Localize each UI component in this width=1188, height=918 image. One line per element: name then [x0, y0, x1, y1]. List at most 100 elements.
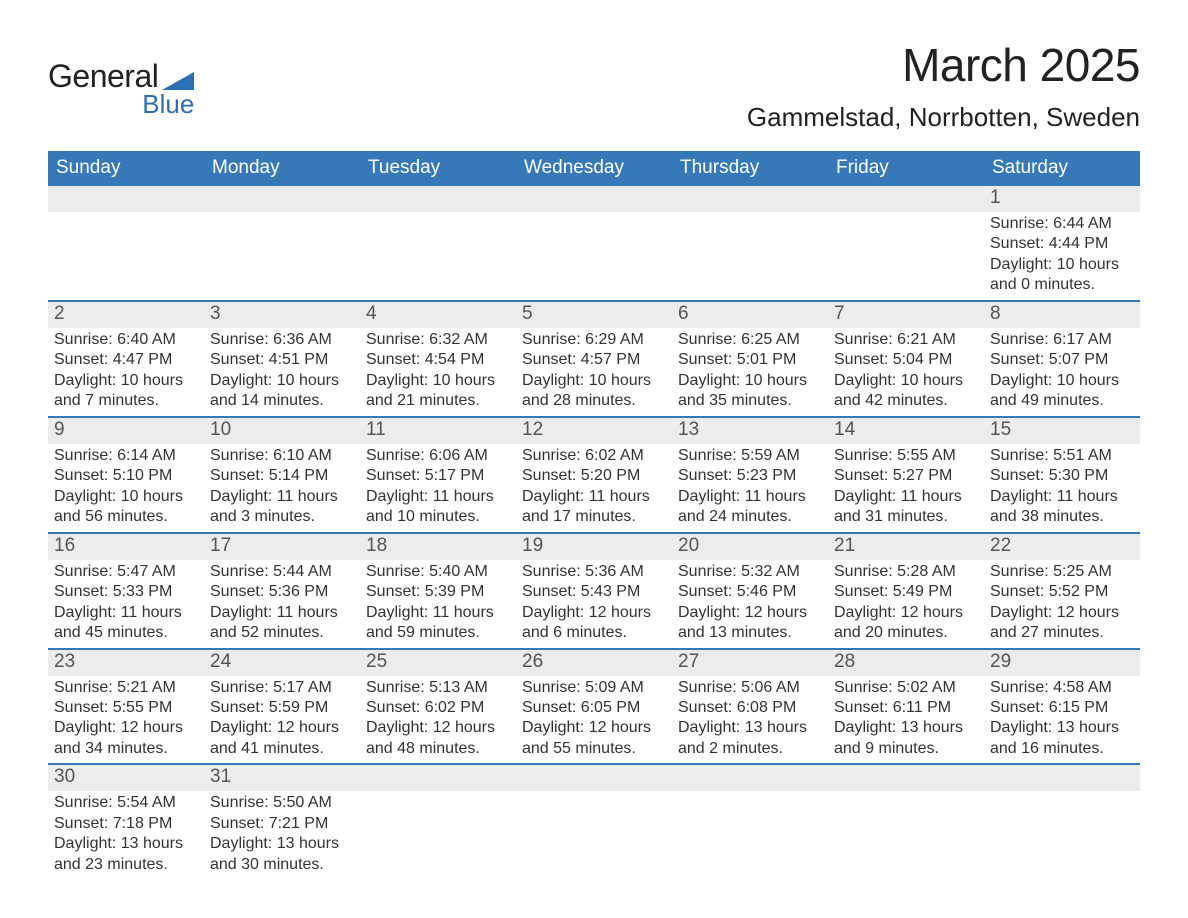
day-details: Sunrise: 6:29 AMSunset: 4:57 PMDaylight:… — [516, 328, 672, 416]
day2-text: and 41 minutes. — [210, 739, 354, 759]
day-number: 7 — [828, 302, 984, 328]
day-number — [672, 765, 828, 791]
day-number: 12 — [516, 418, 672, 444]
calendar-cell: 12Sunrise: 6:02 AMSunset: 5:20 PMDayligh… — [516, 418, 672, 532]
calendar-cell: 1Sunrise: 6:44 AMSunset: 4:44 PMDaylight… — [984, 186, 1140, 300]
sunset-text: Sunset: 5:49 PM — [834, 582, 978, 602]
day-details: Sunrise: 5:17 AMSunset: 5:59 PMDaylight:… — [204, 676, 360, 764]
day2-text: and 27 minutes. — [990, 623, 1134, 643]
calendar-cell: 20Sunrise: 5:32 AMSunset: 5:46 PMDayligh… — [672, 534, 828, 648]
calendar-cell — [516, 186, 672, 300]
day-details: Sunrise: 6:02 AMSunset: 5:20 PMDaylight:… — [516, 444, 672, 532]
calendar-cell: 2Sunrise: 6:40 AMSunset: 4:47 PMDaylight… — [48, 302, 204, 416]
day-details — [828, 212, 984, 286]
dayheader: Saturday — [984, 151, 1140, 186]
day2-text: and 23 minutes. — [54, 855, 198, 875]
day-details — [516, 212, 672, 286]
sunset-text: Sunset: 6:11 PM — [834, 698, 978, 718]
sunset-text: Sunset: 5:55 PM — [54, 698, 198, 718]
day-number: 4 — [360, 302, 516, 328]
sunset-text: Sunset: 5:33 PM — [54, 582, 198, 602]
day-number — [828, 765, 984, 791]
day-number — [48, 186, 204, 212]
calendar-cell — [204, 186, 360, 300]
day2-text: and 59 minutes. — [366, 623, 510, 643]
day1-text: Daylight: 11 hours — [54, 603, 198, 623]
day2-text: and 21 minutes. — [366, 391, 510, 411]
header: General Blue March 2025 Gammelstad, Norr… — [48, 38, 1140, 133]
calendar-cell: 25Sunrise: 5:13 AMSunset: 6:02 PMDayligh… — [360, 650, 516, 764]
day2-text: and 17 minutes. — [522, 507, 666, 527]
calendar-cell — [828, 765, 984, 879]
sunrise-text: Sunrise: 6:10 AM — [210, 446, 354, 466]
day2-text: and 49 minutes. — [990, 391, 1134, 411]
day-number: 8 — [984, 302, 1140, 328]
day2-text: and 3 minutes. — [210, 507, 354, 527]
day-number: 25 — [360, 650, 516, 676]
day2-text: and 2 minutes. — [678, 739, 822, 759]
sunset-text: Sunset: 6:02 PM — [366, 698, 510, 718]
dayheader: Friday — [828, 151, 984, 186]
calendar-cell: 16Sunrise: 5:47 AMSunset: 5:33 PMDayligh… — [48, 534, 204, 648]
calendar-cell: 8Sunrise: 6:17 AMSunset: 5:07 PMDaylight… — [984, 302, 1140, 416]
calendar-cell: 7Sunrise: 6:21 AMSunset: 5:04 PMDaylight… — [828, 302, 984, 416]
calendar-cell: 18Sunrise: 5:40 AMSunset: 5:39 PMDayligh… — [360, 534, 516, 648]
day2-text: and 48 minutes. — [366, 739, 510, 759]
day-details — [516, 791, 672, 865]
day-details: Sunrise: 6:14 AMSunset: 5:10 PMDaylight:… — [48, 444, 204, 532]
day-details: Sunrise: 5:09 AMSunset: 6:05 PMDaylight:… — [516, 676, 672, 764]
day-details: Sunrise: 6:10 AMSunset: 5:14 PMDaylight:… — [204, 444, 360, 532]
day-number — [828, 186, 984, 212]
location-subtitle: Gammelstad, Norrbotten, Sweden — [747, 102, 1140, 133]
day-number: 29 — [984, 650, 1140, 676]
sunrise-text: Sunrise: 5:40 AM — [366, 562, 510, 582]
day2-text: and 14 minutes. — [210, 391, 354, 411]
sunset-text: Sunset: 5:59 PM — [210, 698, 354, 718]
calendar-cell: 30Sunrise: 5:54 AMSunset: 7:18 PMDayligh… — [48, 765, 204, 879]
day-details: Sunrise: 5:47 AMSunset: 5:33 PMDaylight:… — [48, 560, 204, 648]
day-number: 13 — [672, 418, 828, 444]
day-details: Sunrise: 6:21 AMSunset: 5:04 PMDaylight:… — [828, 328, 984, 416]
calendar-cell — [360, 765, 516, 879]
calendar-cell — [516, 765, 672, 879]
sunset-text: Sunset: 4:51 PM — [210, 350, 354, 370]
day2-text: and 42 minutes. — [834, 391, 978, 411]
week-row: 1Sunrise: 6:44 AMSunset: 4:44 PMDaylight… — [48, 186, 1140, 302]
calendar-cell: 13Sunrise: 5:59 AMSunset: 5:23 PMDayligh… — [672, 418, 828, 532]
day1-text: Daylight: 11 hours — [210, 603, 354, 623]
sunset-text: Sunset: 5:01 PM — [678, 350, 822, 370]
day-number — [672, 186, 828, 212]
sunset-text: Sunset: 5:20 PM — [522, 466, 666, 486]
day1-text: Daylight: 12 hours — [990, 603, 1134, 623]
day1-text: Daylight: 13 hours — [678, 718, 822, 738]
day-number: 16 — [48, 534, 204, 560]
day1-text: Daylight: 12 hours — [522, 718, 666, 738]
sunrise-text: Sunrise: 5:09 AM — [522, 678, 666, 698]
sunrise-text: Sunrise: 6:02 AM — [522, 446, 666, 466]
day1-text: Daylight: 11 hours — [834, 487, 978, 507]
day-number — [516, 765, 672, 791]
sunrise-text: Sunrise: 5:55 AM — [834, 446, 978, 466]
day-details: Sunrise: 6:32 AMSunset: 4:54 PMDaylight:… — [360, 328, 516, 416]
sunrise-text: Sunrise: 6:29 AM — [522, 330, 666, 350]
day1-text: Daylight: 12 hours — [54, 718, 198, 738]
calendar-cell: 14Sunrise: 5:55 AMSunset: 5:27 PMDayligh… — [828, 418, 984, 532]
calendar-cell: 17Sunrise: 5:44 AMSunset: 5:36 PMDayligh… — [204, 534, 360, 648]
day1-text: Daylight: 11 hours — [366, 603, 510, 623]
day1-text: Daylight: 13 hours — [990, 718, 1134, 738]
calendar-cell — [672, 765, 828, 879]
week-row: 16Sunrise: 5:47 AMSunset: 5:33 PMDayligh… — [48, 534, 1140, 650]
day1-text: Daylight: 11 hours — [366, 487, 510, 507]
sunrise-text: Sunrise: 5:25 AM — [990, 562, 1134, 582]
calendar-cell: 26Sunrise: 5:09 AMSunset: 6:05 PMDayligh… — [516, 650, 672, 764]
day1-text: Daylight: 10 hours — [990, 371, 1134, 391]
calendar-cell: 3Sunrise: 6:36 AMSunset: 4:51 PMDaylight… — [204, 302, 360, 416]
page-title: March 2025 — [747, 38, 1140, 92]
sunrise-text: Sunrise: 6:36 AM — [210, 330, 354, 350]
day1-text: Daylight: 11 hours — [990, 487, 1134, 507]
sunrise-text: Sunrise: 5:28 AM — [834, 562, 978, 582]
week-row: 9Sunrise: 6:14 AMSunset: 5:10 PMDaylight… — [48, 418, 1140, 534]
day-number: 22 — [984, 534, 1140, 560]
day-number: 19 — [516, 534, 672, 560]
day1-text: Daylight: 10 hours — [678, 371, 822, 391]
